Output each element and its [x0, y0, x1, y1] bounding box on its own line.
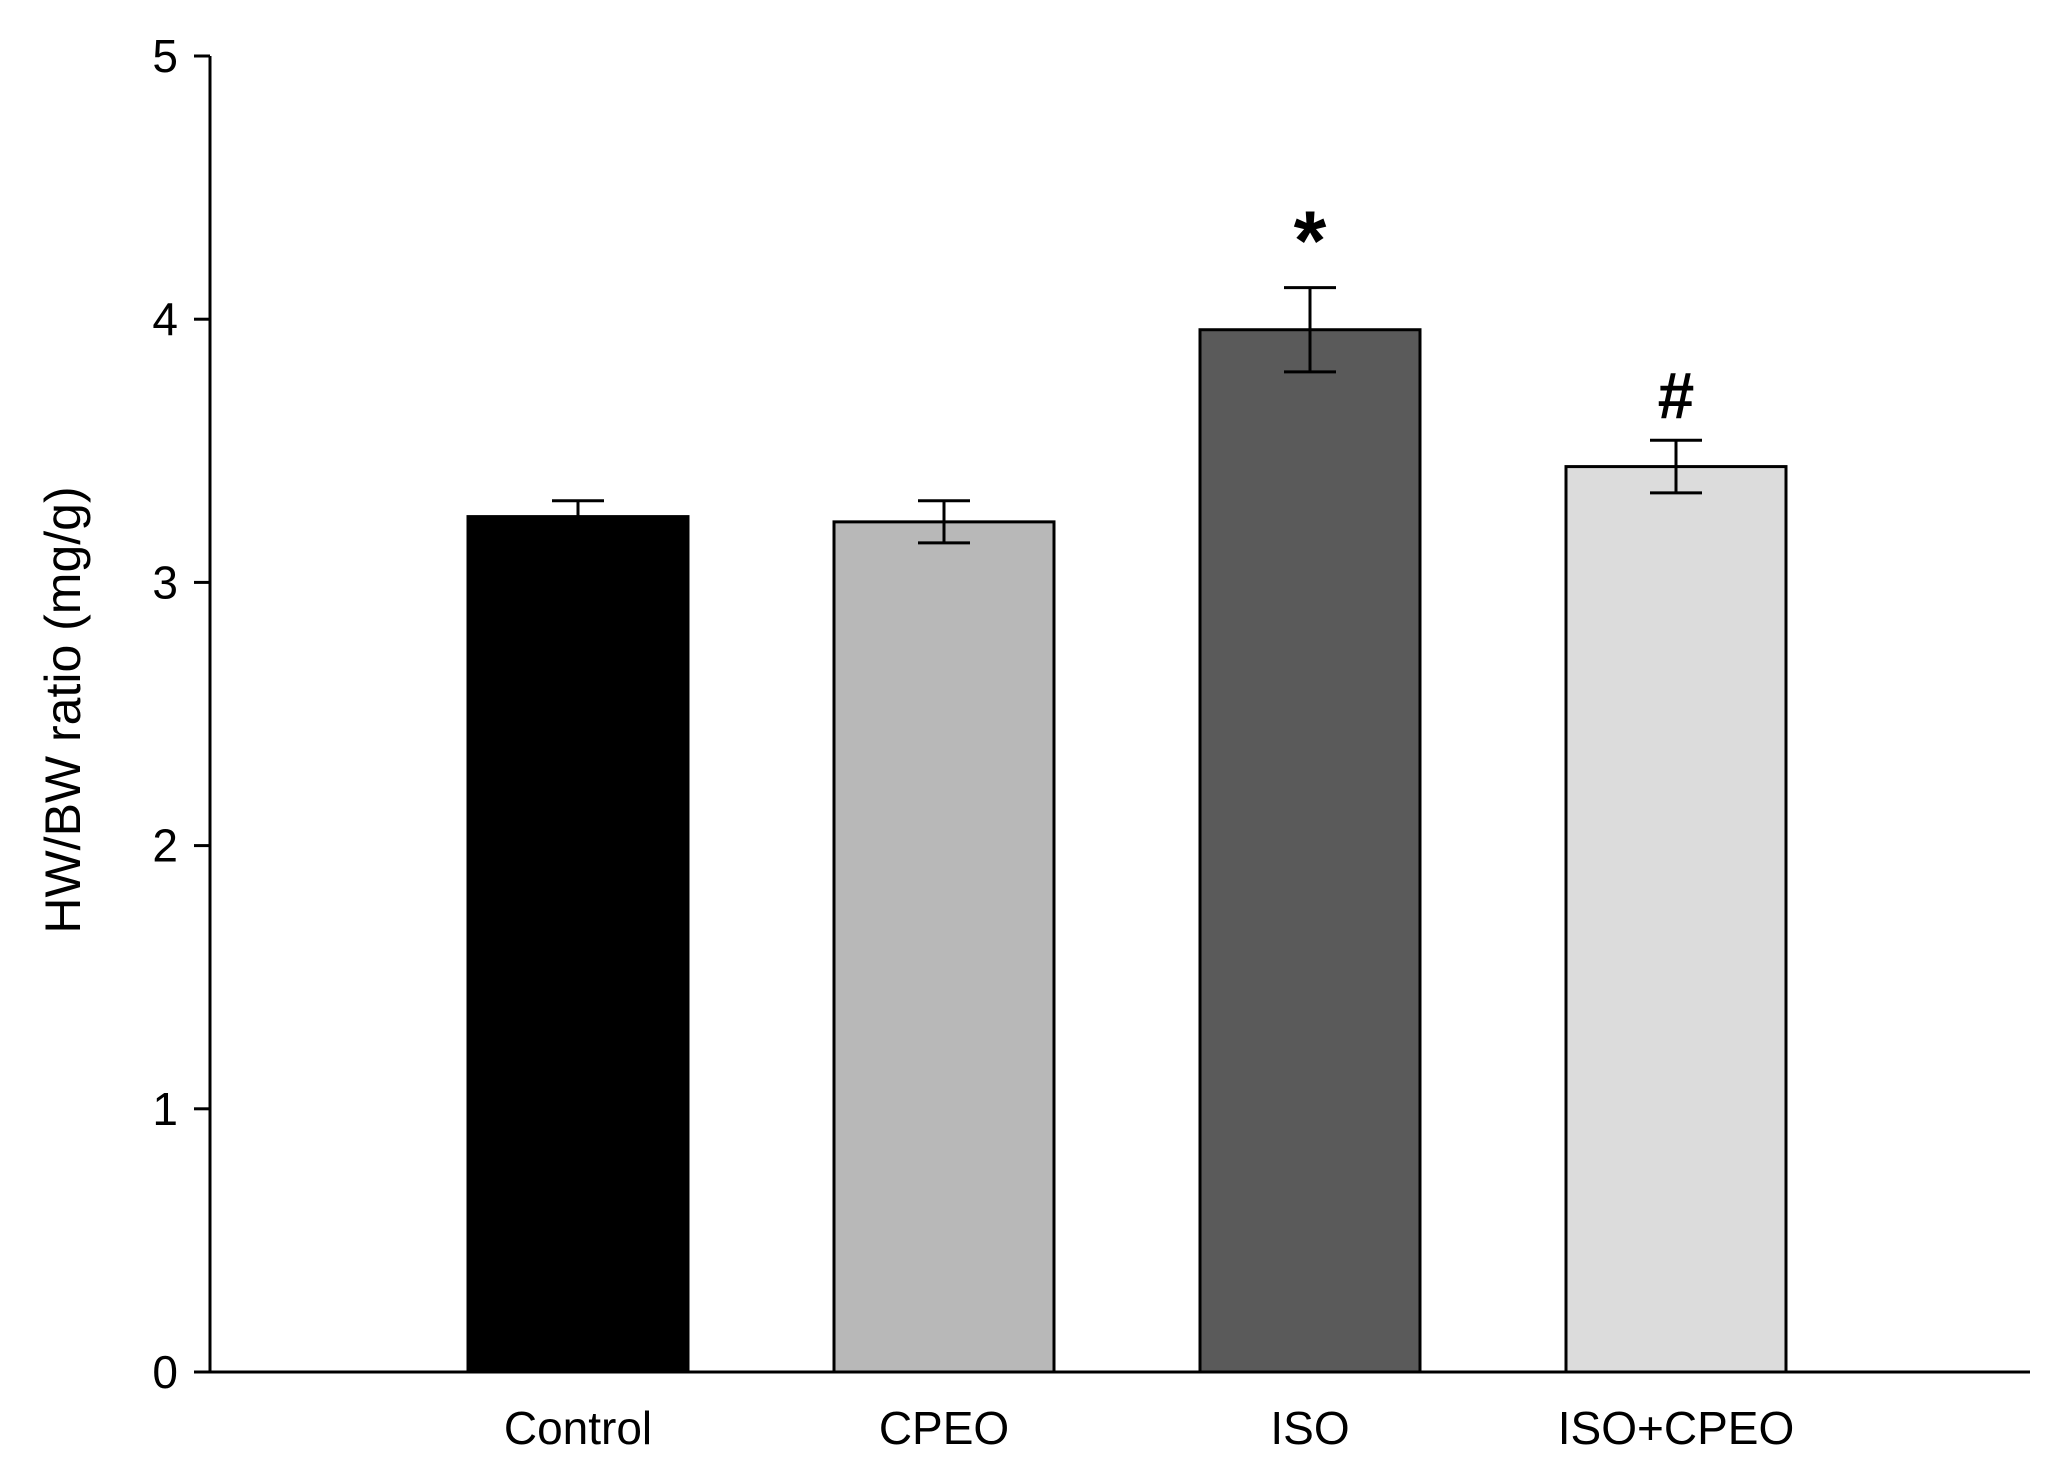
- bar-iso: [1198, 328, 1422, 1374]
- y-axis: 0 1 2 3 4 5: [152, 30, 212, 1398]
- x-tick-label: Control: [504, 1402, 652, 1454]
- y-tick-label: 0: [152, 1346, 178, 1398]
- y-tick-label: 3: [152, 556, 178, 608]
- y-tick-label: 1: [152, 1083, 178, 1135]
- y-tick-label: 5: [152, 30, 178, 82]
- y-tick-label: 4: [152, 293, 178, 345]
- y-axis-title: HW/BW ratio (mg/g): [35, 486, 91, 933]
- significance-marker: *: [1294, 194, 1327, 288]
- bar-iso-cpeo: [1564, 465, 1788, 1374]
- x-axis: Control CPEO ISO ISO+CPEO: [196, 1370, 2030, 1454]
- significance-marker: #: [1658, 358, 1695, 432]
- x-tick-label: ISO: [1270, 1402, 1349, 1454]
- bar-control: [466, 515, 690, 1374]
- y-tick-label: 2: [152, 820, 178, 872]
- x-tick-label: ISO+CPEO: [1558, 1402, 1794, 1454]
- x-tick-label: CPEO: [879, 1402, 1009, 1454]
- bar-cpeo: [832, 520, 1056, 1374]
- bars: *#: [466, 194, 1788, 1374]
